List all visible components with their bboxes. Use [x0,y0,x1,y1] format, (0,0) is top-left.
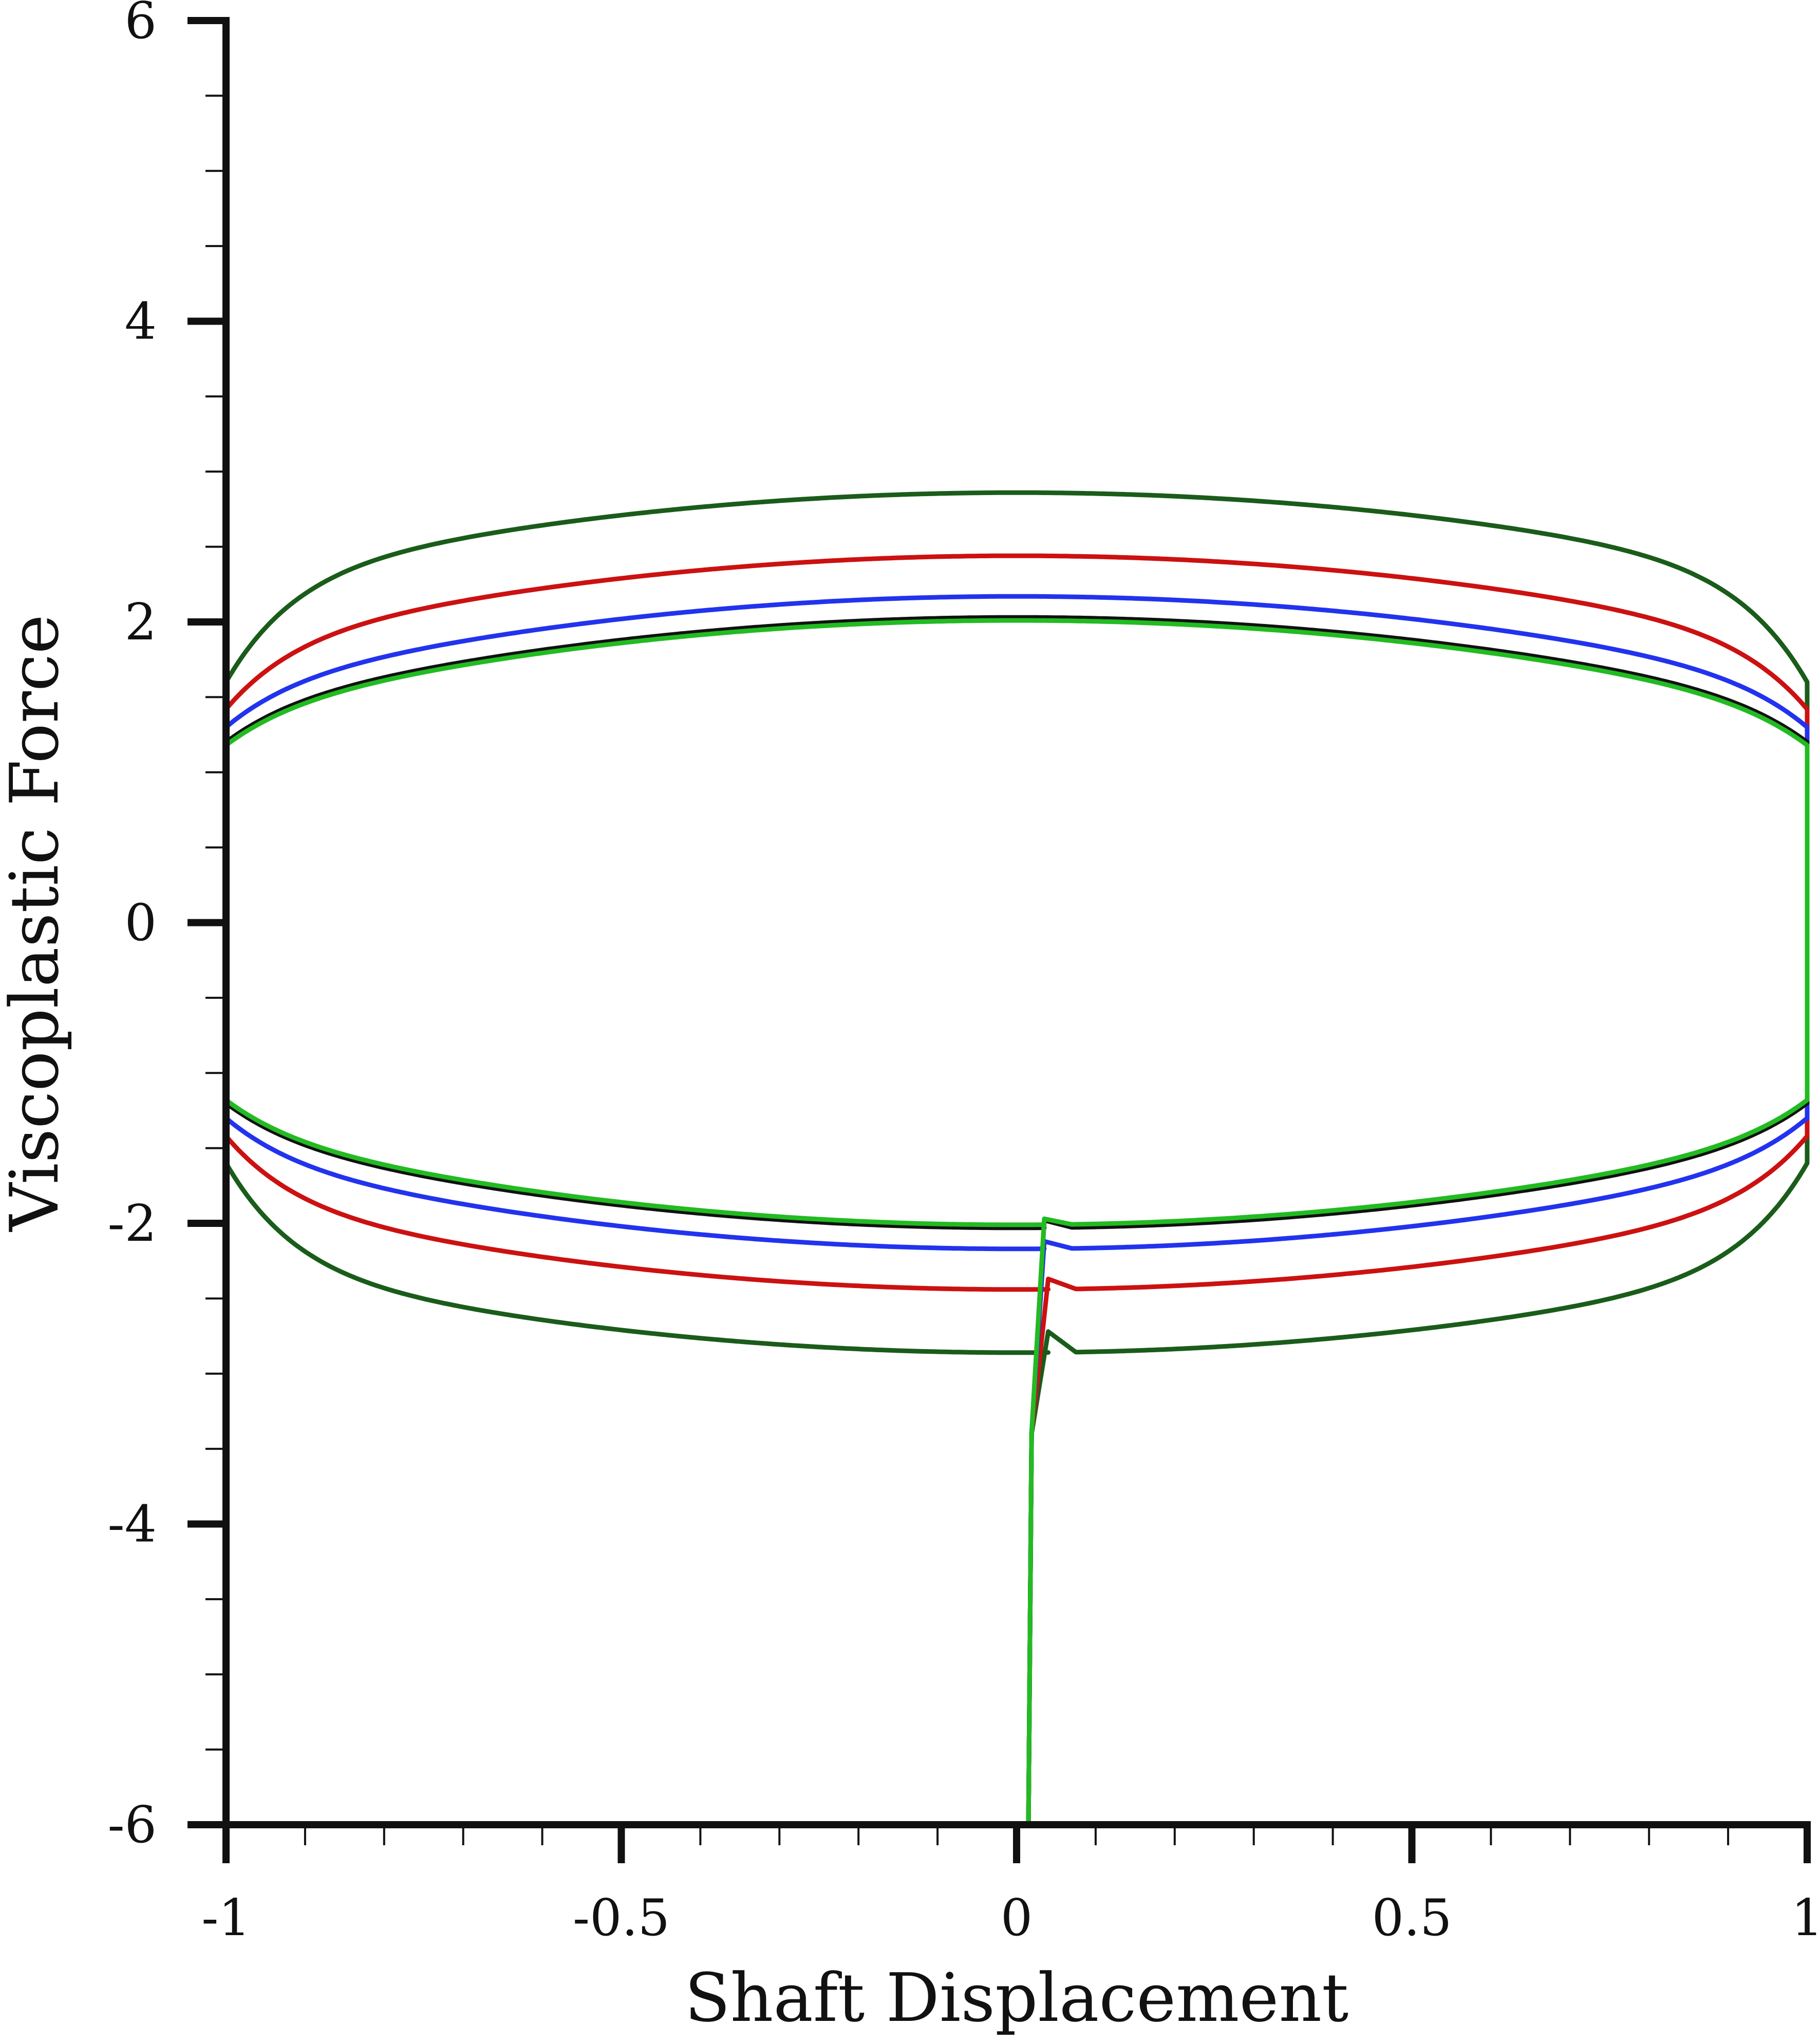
series-line-4 [223,615,1810,1827]
y-tick-label: 6 [125,0,157,50]
tick-layer: -1 -0.5 0 0.5 1 6 4 2 0 -2 -4 -6 [108,0,1820,1947]
x-tick-label: -0.5 [573,1889,670,1947]
series-line-1 [223,490,1810,1827]
x-tick-label: 0 [1001,1889,1033,1947]
x-tick-label: 1 [1791,1889,1820,1947]
series-line-2 [223,553,1810,1827]
y-tick-label: 0 [125,894,157,953]
x-tick-label: 0.5 [1372,1889,1452,1947]
x-tick-label: -1 [201,1889,250,1947]
series-line-3 [223,594,1810,1827]
y-tick-label: 4 [125,293,157,351]
y-tick-label: -2 [108,1195,157,1253]
y-tick-label: -6 [108,1796,157,1854]
series-layer [223,490,1810,1827]
x-axis-label: Shaft Displacement [685,1959,1349,2037]
y-tick-label: 2 [125,593,157,652]
y-axis-label: Viscoplastic Force [0,614,73,1232]
axes-layer [222,17,1811,1828]
series-line-5 [223,618,1810,1827]
y-tick-label: -4 [108,1496,157,1554]
